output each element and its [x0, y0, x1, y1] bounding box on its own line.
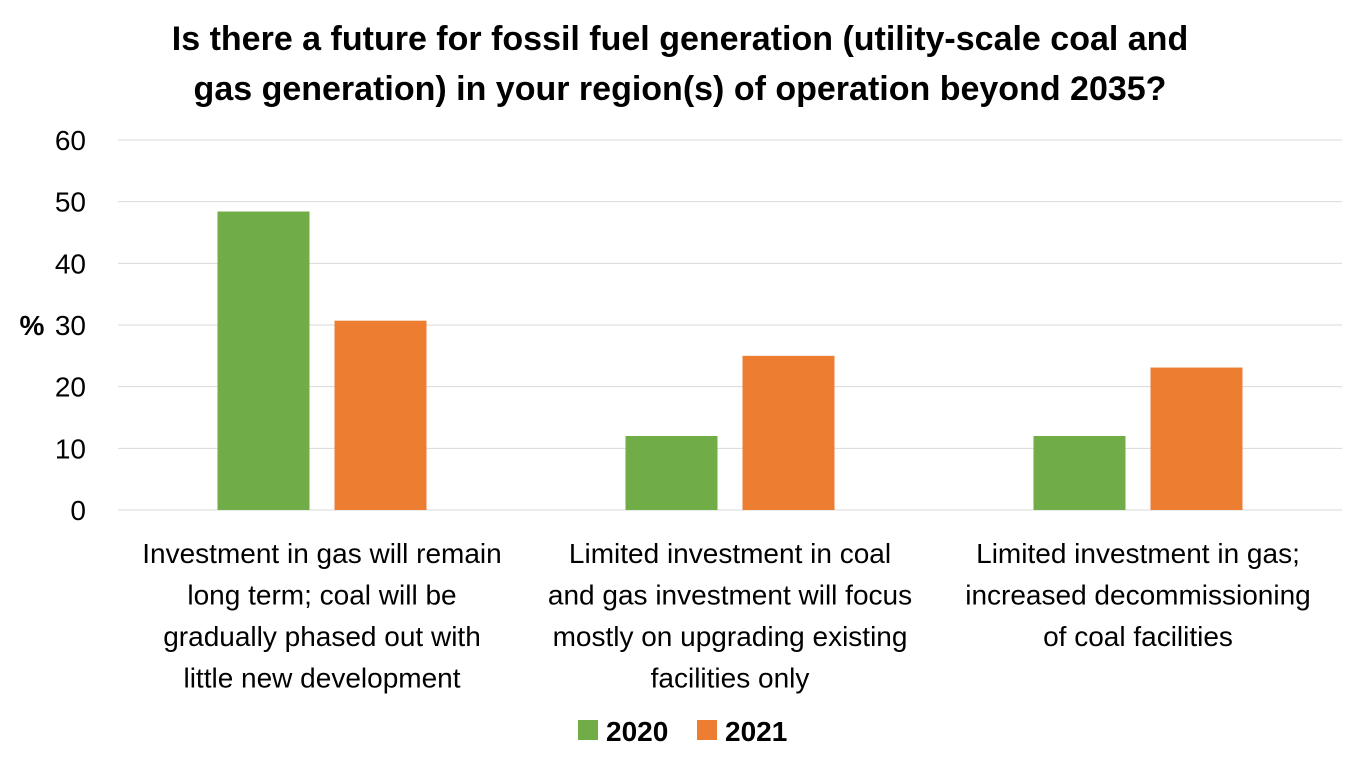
legend-swatch-2021 [697, 720, 717, 740]
y-tick-label: 0 [70, 495, 86, 526]
bars [217, 211, 1243, 511]
bar-2020-2 [625, 436, 718, 510]
bar-2020-3 [1033, 436, 1126, 510]
y-tick-label: 50 [55, 187, 86, 218]
legend-swatch-2020 [578, 720, 598, 740]
x-category-label: gradually phased out with [163, 621, 481, 652]
x-category-label: Investment in gas will remain [142, 538, 501, 569]
y-tick-label: 30 [55, 310, 86, 341]
y-tick-label: 20 [55, 372, 86, 403]
chart-title-line: gas generation) in your region(s) of ope… [194, 70, 1167, 108]
legend: 2020 2021 [578, 716, 787, 747]
x-category-label: Limited investment in gas; [976, 538, 1300, 569]
x-category-label: increased decommissioning [965, 580, 1311, 611]
y-tick-label: 60 [55, 125, 86, 156]
chart-title: Is there a future for fossil fuel genera… [172, 20, 1188, 108]
legend-label-2021: 2021 [725, 716, 787, 747]
gridlines [118, 139, 1342, 511]
y-axis-label: % [20, 310, 45, 341]
bar-2021-2 [742, 355, 835, 510]
bar-2021-3 [1150, 367, 1243, 510]
bar-2020-1 [217, 211, 310, 511]
y-axis-ticks: 0 10 20 30 40 50 60 [55, 125, 86, 526]
y-tick-label: 10 [55, 433, 86, 464]
x-category-label: little new development [183, 663, 460, 694]
x-axis-labels: Investment in gas will remain long term; … [142, 538, 1311, 694]
x-category-label: mostly on upgrading existing [553, 621, 908, 652]
bar-2021-1 [334, 320, 427, 510]
legend-label-2020: 2020 [606, 716, 668, 747]
x-category-label: and gas investment will focus [548, 580, 912, 611]
x-category-label: facilities only [651, 663, 810, 694]
y-tick-label: 40 [55, 248, 86, 279]
x-category-label: Limited investment in coal [569, 538, 891, 569]
chart-title-line: Is there a future for fossil fuel genera… [172, 20, 1188, 58]
x-category-label: of coal facilities [1043, 621, 1233, 652]
x-category-label: long term; coal will be [187, 580, 456, 611]
y-axis-title: % [20, 310, 45, 341]
